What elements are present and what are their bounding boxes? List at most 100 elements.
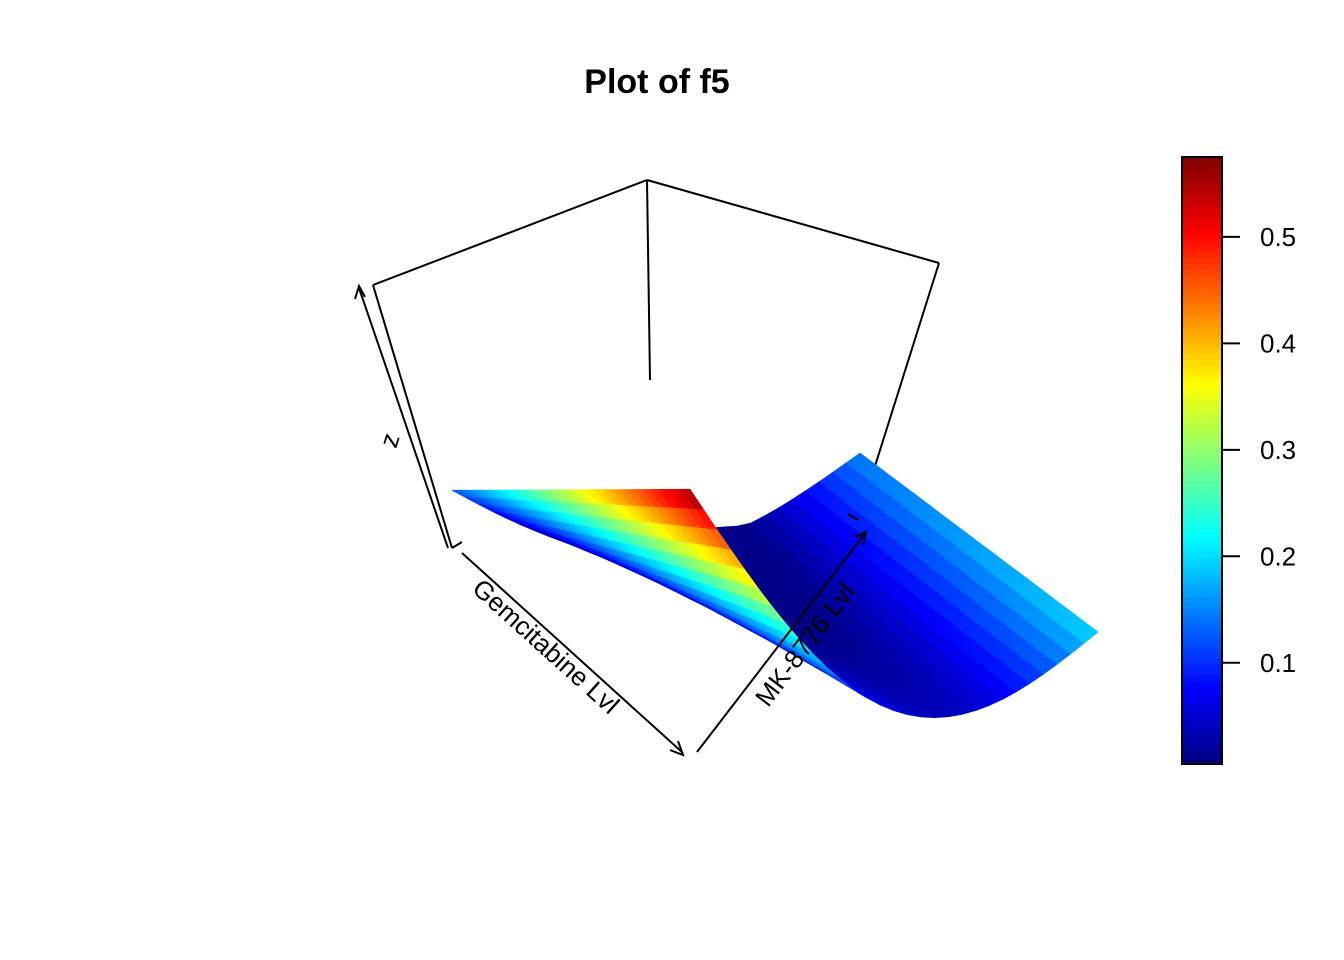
colorbar-band: [1182, 612, 1222, 618]
colorbar-band: [1182, 227, 1222, 234]
colorbar-band: [1182, 703, 1222, 709]
colorbar-band: [1182, 713, 1222, 720]
y-axis-arrow-line: [696, 531, 867, 753]
colorbar-band: [1182, 202, 1222, 209]
colorbar-band: [1182, 521, 1222, 527]
colorbar-band: [1182, 323, 1222, 330]
colorbar-band: [1182, 490, 1222, 497]
box-back-edges: [372, 179, 940, 549]
colorbar-tick-label: 0.1: [1260, 648, 1296, 678]
z-axis-label: z: [373, 429, 406, 451]
colorbar-band: [1182, 162, 1222, 168]
colorbar-band: [1182, 192, 1222, 199]
colorbar-band: [1182, 495, 1222, 502]
colorbar-tick-label: 0.2: [1260, 541, 1296, 571]
colorbar-band: [1182, 399, 1222, 406]
colorbar-band: [1182, 657, 1222, 664]
colorbar-band: [1182, 217, 1222, 224]
colorbar-band: [1182, 647, 1222, 654]
colorbar-band: [1182, 602, 1222, 608]
colorbar-band: [1182, 475, 1222, 482]
colorbar-band: [1182, 283, 1222, 290]
colorbar-band: [1182, 571, 1222, 578]
colorbar-band: [1182, 526, 1222, 532]
axis-arrows: [354, 283, 868, 757]
colorbar-band: [1182, 688, 1222, 694]
colorbar-gradient: [1182, 157, 1222, 765]
y-axis-arrowhead: [854, 530, 868, 546]
colorbar-band: [1182, 683, 1222, 689]
colorbar-band: [1182, 379, 1222, 386]
colorbar-band: [1182, 207, 1222, 214]
colorbar-band: [1182, 586, 1222, 593]
colorbar-band: [1182, 637, 1222, 644]
colorbar-band: [1182, 389, 1222, 396]
colorbar-band: [1182, 662, 1222, 669]
colorbar-band: [1182, 157, 1222, 163]
box-left-vertical-edge: [372, 284, 453, 549]
colorbar-band: [1182, 263, 1222, 269]
colorbar-tick-label: 0.4: [1260, 328, 1296, 358]
colorbar-band: [1182, 167, 1222, 173]
colorbar-band: [1182, 308, 1222, 315]
plot-title: Plot of f5: [584, 63, 729, 101]
colorbar-band: [1182, 728, 1222, 735]
colorbar-band: [1182, 258, 1222, 264]
colorbar-band: [1182, 273, 1222, 279]
colorbar-band: [1182, 349, 1222, 355]
surface-cell: [1075, 625, 1099, 644]
colorbar-band: [1182, 404, 1222, 411]
colorbar-band: [1182, 723, 1222, 730]
colorbar-band: [1182, 253, 1222, 259]
box-back-vertical-edge: [646, 179, 651, 381]
colorbar-band: [1182, 212, 1222, 219]
colorbar-band: [1182, 242, 1222, 249]
colorbar-band: [1182, 642, 1222, 649]
colorbar-frame: [1181, 156, 1223, 765]
colorbar-band: [1182, 394, 1222, 401]
colorbar-tick-label: 0.5: [1260, 222, 1296, 252]
colorbar-band: [1182, 758, 1222, 765]
colorbar-band: [1182, 374, 1222, 381]
x-axis-label: Gemcitabine Lvl: [467, 573, 626, 720]
colorbar-band: [1182, 232, 1222, 239]
z-axis-arrow-line: [358, 287, 449, 549]
colorbar-band: [1182, 328, 1222, 335]
colorbar-band: [1182, 435, 1222, 441]
colorbar-tick-label: 0.3: [1260, 435, 1296, 465]
colorbar-band: [1182, 546, 1222, 553]
colorbar-band: [1182, 485, 1222, 492]
colorbar-band: [1182, 303, 1222, 310]
colorbar-band: [1182, 500, 1222, 507]
x-axis-arrow-line: [461, 552, 684, 754]
colorbar-ticks: 0.1 0.2 0.3 0.4 0.5: [1222, 222, 1296, 678]
colorbar: 0.1 0.2 0.3 0.4 0.5: [1181, 156, 1296, 765]
box-top-right-edge: [646, 179, 940, 264]
colorbar-band: [1182, 369, 1222, 376]
colorbar-band: [1182, 359, 1222, 365]
colorbar-band: [1182, 617, 1222, 623]
colorbar-band: [1182, 627, 1222, 634]
box-top-left-edge: [372, 179, 648, 286]
colorbar-band: [1182, 455, 1222, 462]
colorbar-band: [1182, 318, 1222, 325]
colorbar-band: [1182, 465, 1222, 472]
colorbar-band: [1182, 551, 1222, 558]
colorbar-band: [1182, 187, 1222, 194]
colorbar-band: [1182, 698, 1222, 704]
colorbar-band: [1182, 248, 1222, 254]
colorbar-band: [1182, 409, 1222, 416]
colorbar-band: [1182, 672, 1222, 679]
z-axis-arrowhead: [354, 283, 366, 300]
colorbar-band: [1182, 733, 1222, 740]
colorbar-band: [1182, 581, 1222, 588]
colorbar-band: [1182, 298, 1222, 305]
colorbar-band: [1182, 268, 1222, 274]
box-front-right-stub: [847, 513, 859, 521]
box-front-left-stub: [451, 541, 463, 549]
box-front-edges: [451, 513, 859, 549]
colorbar-band: [1182, 339, 1222, 345]
colorbar-band: [1182, 667, 1222, 674]
colorbar-band: [1182, 743, 1222, 750]
